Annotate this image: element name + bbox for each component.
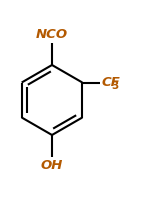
Text: OH: OH xyxy=(41,159,63,172)
Text: 3: 3 xyxy=(111,81,119,91)
Text: NCO: NCO xyxy=(36,28,68,41)
Text: CF: CF xyxy=(101,76,120,89)
